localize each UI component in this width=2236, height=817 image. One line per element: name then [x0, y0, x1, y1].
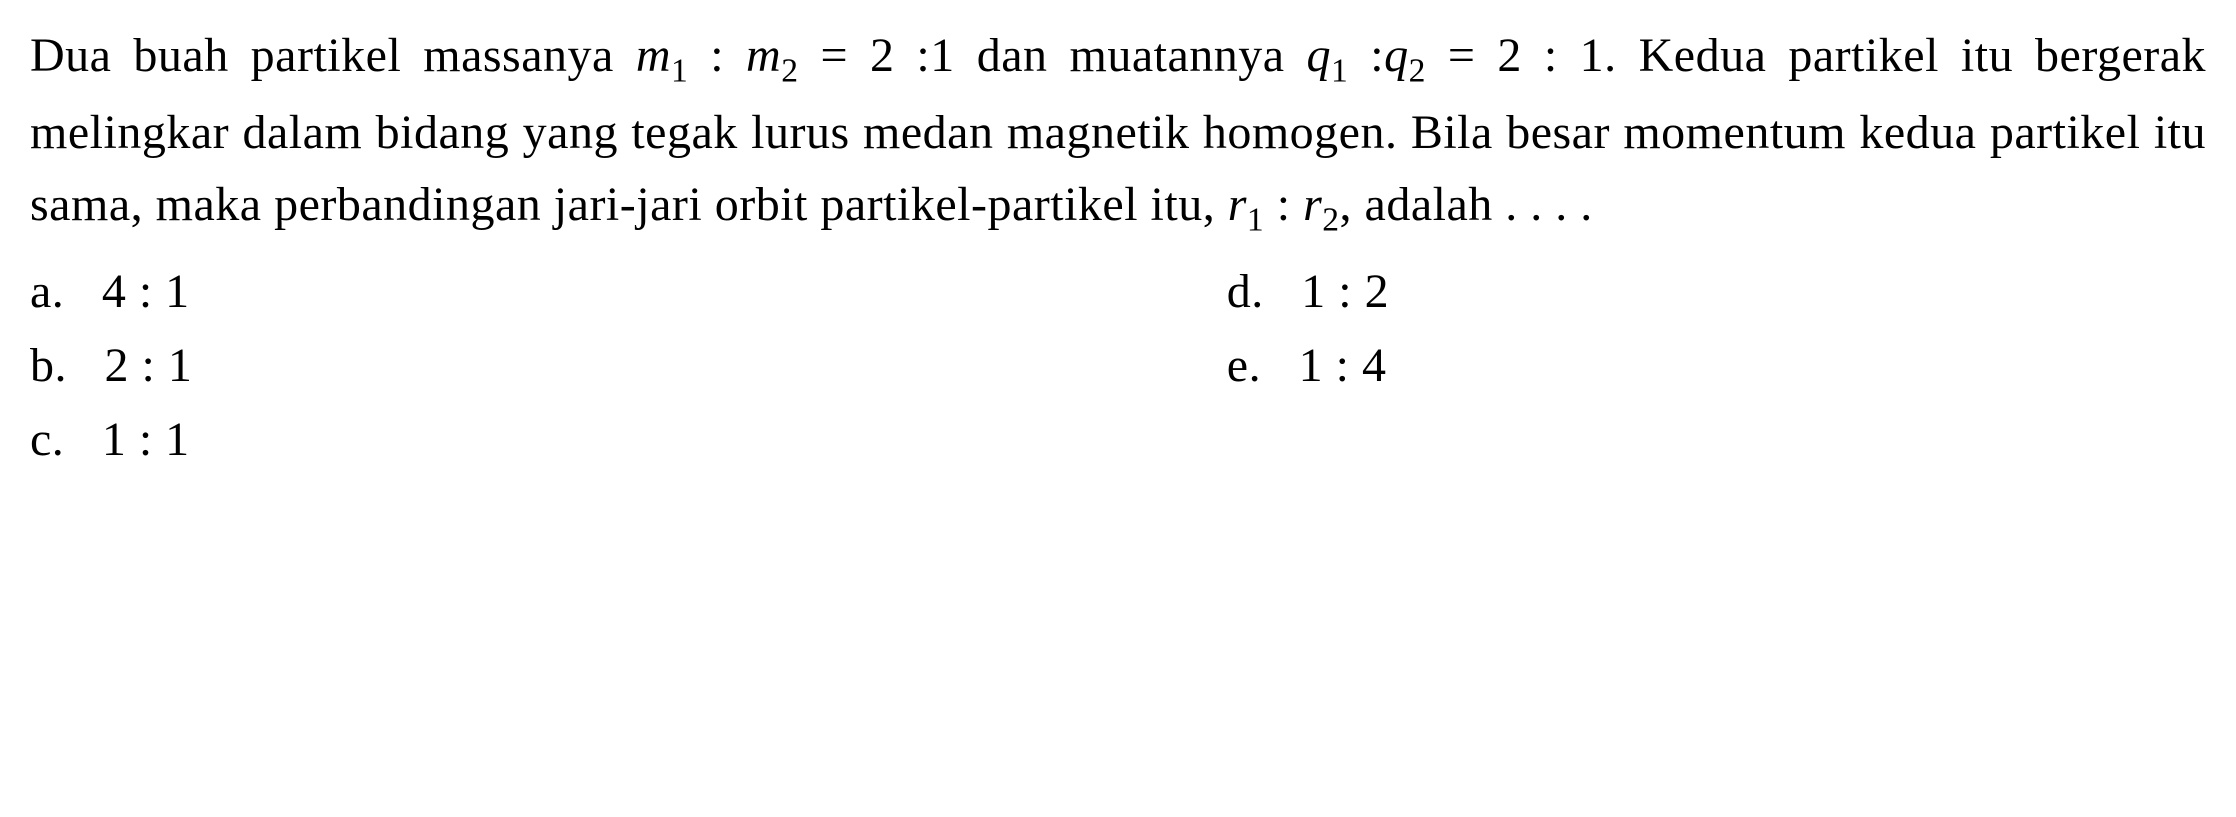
- var-r1: r: [1228, 178, 1247, 231]
- options-right-column: d. 1 : 2 e. 1 : 4: [1227, 256, 2206, 478]
- option-a: a. 4 : 1: [30, 256, 1227, 328]
- text-segment: = 2 :1 dan muatannya: [799, 29, 1285, 82]
- text-segment: , adalah . . . .: [1340, 178, 1593, 231]
- colon: :: [1264, 178, 1303, 231]
- colon: :: [688, 29, 746, 82]
- colon: :: [1348, 29, 1384, 82]
- sub-2: 2: [781, 53, 798, 90]
- option-value: 1 : 4: [1299, 339, 1387, 392]
- sub-1: 1: [1331, 53, 1348, 90]
- option-label: a.: [30, 265, 64, 318]
- option-c: c. 1 : 1: [30, 404, 1227, 476]
- sub-2: 2: [1322, 202, 1339, 239]
- var-m2: m: [746, 29, 781, 82]
- options-container: a. 4 : 1 b. 2 : 1 c. 1 : 1 d. 1 : 2 e. 1…: [30, 256, 2206, 478]
- options-left-column: a. 4 : 1 b. 2 : 1 c. 1 : 1: [30, 256, 1227, 478]
- sub-2: 2: [1409, 53, 1426, 90]
- question-block: Dua buah partikel massanya m1 : m2 = 2 :…: [30, 20, 2206, 478]
- var-q1: q: [1307, 29, 1332, 82]
- text-segment: Dua buah partikel massanya: [30, 29, 636, 82]
- option-b: b. 2 : 1: [30, 330, 1227, 402]
- option-value: 4 : 1: [102, 265, 190, 318]
- sub-1: 1: [671, 53, 688, 90]
- option-e: e. 1 : 4: [1227, 330, 2206, 402]
- option-label: e.: [1227, 339, 1261, 392]
- option-value: 2 : 1: [105, 339, 193, 392]
- var-q2: q: [1384, 29, 1409, 82]
- option-label: c.: [30, 413, 64, 466]
- option-value: 1 : 1: [102, 413, 190, 466]
- var-r2: r: [1303, 178, 1322, 231]
- option-label: b.: [30, 339, 67, 392]
- question-text: Dua buah partikel massanya m1 : m2 = 2 :…: [30, 20, 2206, 246]
- sub-1: 1: [1247, 202, 1264, 239]
- option-label: d.: [1227, 265, 1264, 318]
- option-value: 1 : 2: [1301, 265, 1389, 318]
- var-m1: m: [636, 29, 671, 82]
- option-d: d. 1 : 2: [1227, 256, 2206, 328]
